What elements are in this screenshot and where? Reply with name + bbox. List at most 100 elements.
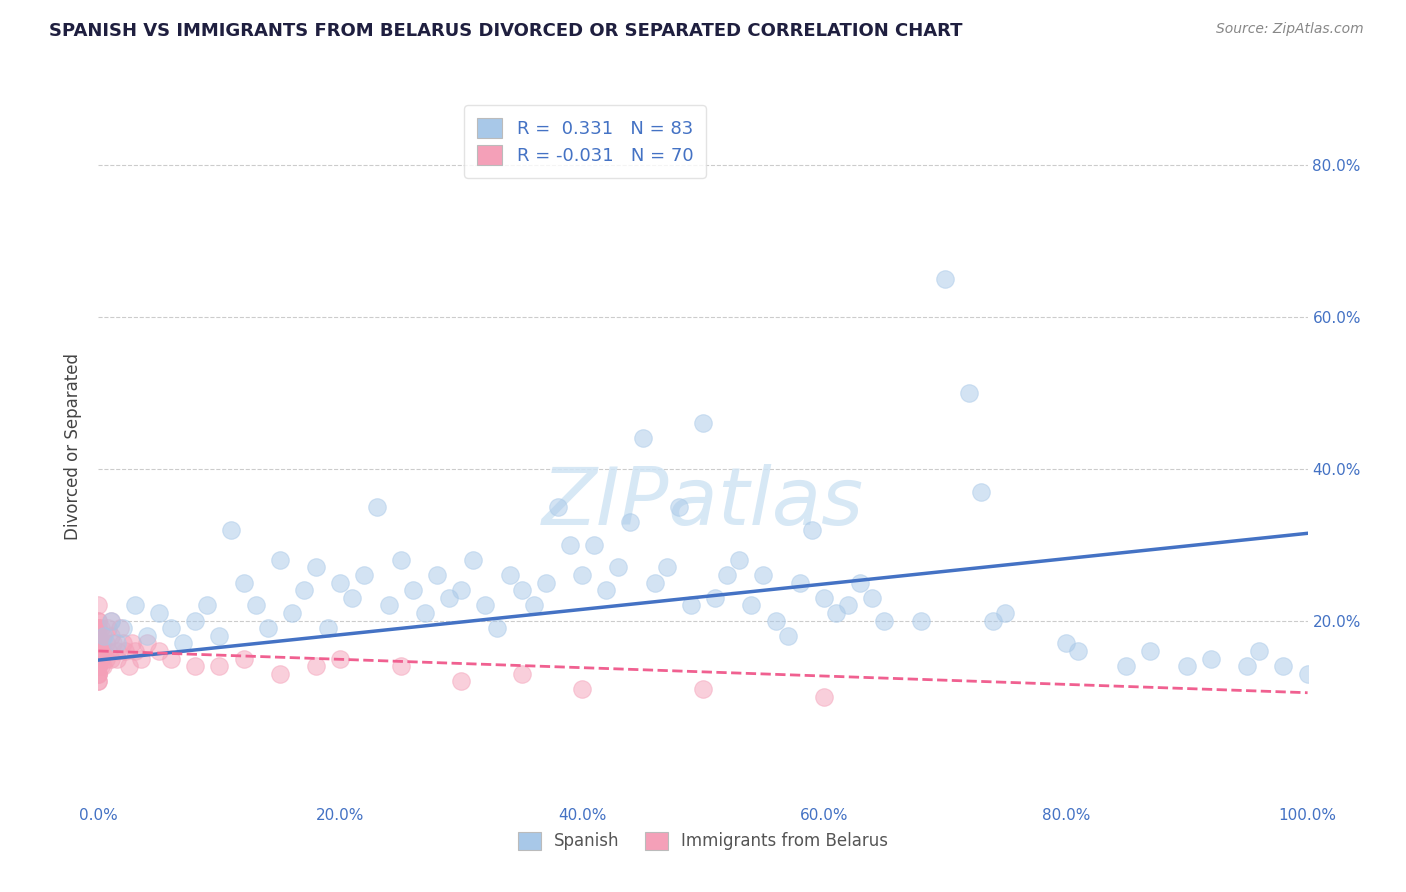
Point — [97, 621, 120, 635]
Point — [934, 272, 956, 286]
Point — [1139, 644, 1161, 658]
Point — [1236, 659, 1258, 673]
Point — [329, 575, 352, 590]
Point — [728, 553, 751, 567]
Point — [111, 636, 134, 650]
Point — [1296, 666, 1319, 681]
Point — [305, 659, 328, 673]
Y-axis label: Divorced or Separated: Divorced or Separated — [65, 352, 83, 540]
Point — [873, 614, 896, 628]
Point — [118, 659, 141, 673]
Point — [402, 583, 425, 598]
Text: ZIPatlas: ZIPatlas — [541, 464, 865, 542]
Point — [800, 523, 823, 537]
Point — [619, 515, 641, 529]
Point — [813, 591, 835, 605]
Point — [87, 621, 110, 635]
Point — [100, 651, 122, 665]
Point — [305, 560, 328, 574]
Point — [172, 636, 194, 650]
Point — [87, 644, 110, 658]
Point — [105, 636, 128, 650]
Point — [232, 575, 254, 590]
Point — [87, 644, 110, 658]
Point — [121, 636, 143, 650]
Point — [148, 644, 170, 658]
Point — [269, 666, 291, 681]
Text: Source: ZipAtlas.com: Source: ZipAtlas.com — [1216, 22, 1364, 37]
Text: SPANISH VS IMMIGRANTS FROM BELARUS DIVORCED OR SEPARATED CORRELATION CHART: SPANISH VS IMMIGRANTS FROM BELARUS DIVOR… — [49, 22, 963, 40]
Point — [135, 636, 157, 650]
Point — [583, 538, 606, 552]
Point — [679, 599, 702, 613]
Point — [90, 644, 112, 658]
Point — [87, 614, 110, 628]
Point — [957, 385, 980, 400]
Point — [389, 553, 412, 567]
Point — [281, 606, 304, 620]
Point — [87, 629, 110, 643]
Point — [87, 651, 110, 665]
Point — [87, 651, 110, 665]
Point — [87, 674, 110, 689]
Point — [789, 575, 811, 590]
Point — [437, 591, 460, 605]
Point — [269, 553, 291, 567]
Point — [994, 606, 1017, 620]
Point — [329, 651, 352, 665]
Point — [668, 500, 690, 514]
Point — [91, 659, 114, 673]
Point — [510, 666, 533, 681]
Point — [111, 621, 134, 635]
Point — [450, 674, 472, 689]
Point — [644, 575, 666, 590]
Point — [91, 644, 114, 658]
Point — [655, 560, 678, 574]
Point — [232, 651, 254, 665]
Point — [91, 629, 114, 643]
Point — [101, 636, 124, 650]
Point — [87, 621, 110, 635]
Point — [87, 659, 110, 673]
Point — [114, 644, 136, 658]
Point — [87, 659, 110, 673]
Point — [87, 651, 110, 665]
Point — [981, 614, 1004, 628]
Point — [87, 636, 110, 650]
Point — [631, 431, 654, 445]
Point — [87, 644, 110, 658]
Point — [184, 614, 207, 628]
Point — [571, 681, 593, 696]
Point — [450, 583, 472, 598]
Point — [100, 629, 122, 643]
Point — [716, 568, 738, 582]
Point — [1272, 659, 1295, 673]
Point — [87, 651, 110, 665]
Point — [474, 599, 496, 613]
Point — [195, 599, 218, 613]
Point — [148, 606, 170, 620]
Point — [105, 644, 128, 658]
Point — [765, 614, 787, 628]
Point — [87, 644, 110, 658]
Point — [105, 651, 128, 665]
Point — [108, 621, 131, 635]
Point — [595, 583, 617, 598]
Point — [208, 659, 231, 673]
Point — [100, 614, 122, 628]
Point — [463, 553, 485, 567]
Point — [87, 659, 110, 673]
Point — [970, 484, 993, 499]
Point — [94, 651, 117, 665]
Point — [558, 538, 581, 552]
Point — [426, 568, 449, 582]
Point — [87, 599, 110, 613]
Point — [704, 591, 727, 605]
Point — [316, 621, 339, 635]
Point — [1249, 644, 1271, 658]
Point — [752, 568, 775, 582]
Point — [97, 644, 120, 658]
Point — [813, 690, 835, 704]
Point — [93, 629, 115, 643]
Point — [292, 583, 315, 598]
